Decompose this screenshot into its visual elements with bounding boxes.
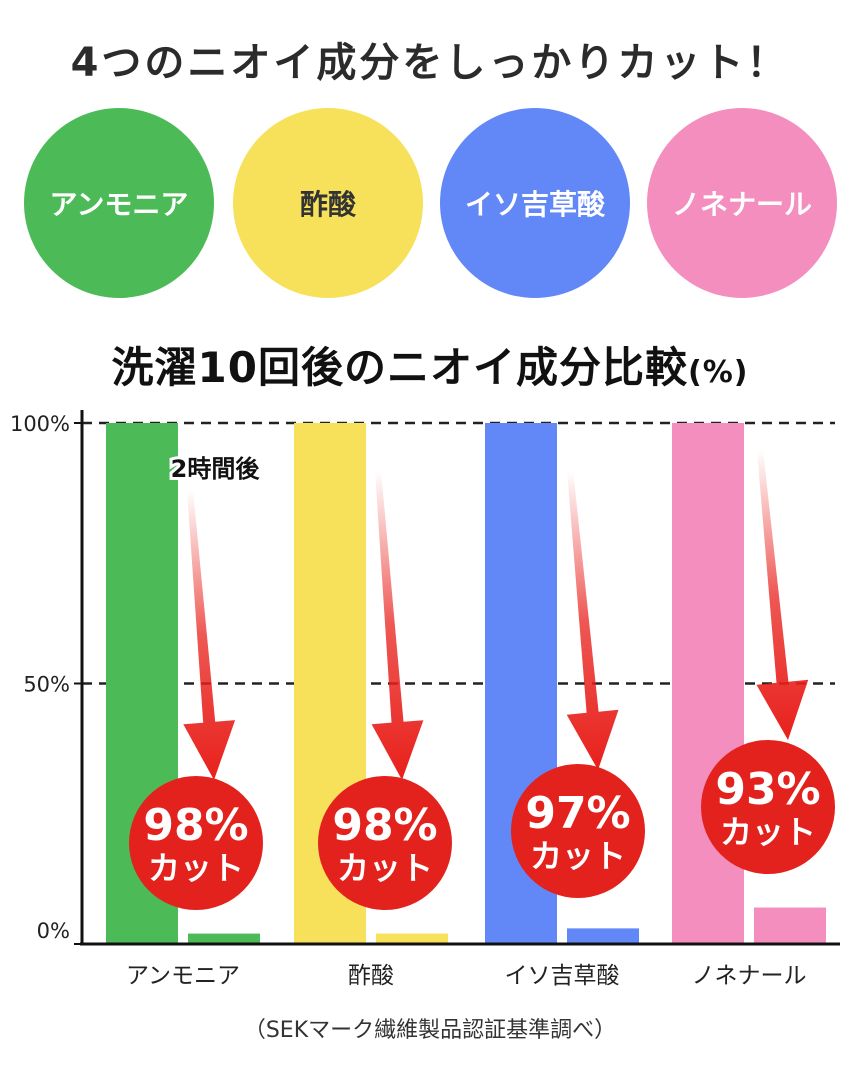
component-label: 酢酸 xyxy=(299,188,356,221)
reduction-arrow xyxy=(183,489,236,780)
reduction-arrow xyxy=(756,449,809,740)
bar-after xyxy=(376,933,448,944)
reduction-arrow xyxy=(371,469,424,780)
cut-text: カット xyxy=(720,813,816,851)
cut-percent: 93% xyxy=(715,764,820,815)
bar-before xyxy=(672,423,744,944)
cut-text: カット xyxy=(530,837,626,875)
cut-text: カット xyxy=(148,849,244,887)
component-circle-nonenal: ノネナール xyxy=(647,108,837,298)
component-circle-ammonia: アンモニア xyxy=(24,108,214,298)
cut-badge xyxy=(318,776,452,910)
bar-after xyxy=(567,928,639,944)
bar-after xyxy=(188,933,260,944)
chart-title-unit: (%) xyxy=(687,355,749,390)
x-category-label: アンモニア xyxy=(126,963,240,989)
cut-badge xyxy=(701,740,835,874)
reduction-arrow xyxy=(566,469,619,770)
cut-badge xyxy=(129,776,263,910)
footnote: （SEKマーク繊維製品認証基準調べ） xyxy=(243,1018,617,1043)
cut-percent: 97% xyxy=(525,788,630,839)
chart-title-text: 洗濯10回後のニオイ成分比較 xyxy=(111,343,688,392)
component-label: アンモニア xyxy=(49,188,189,221)
y-tick-label: 0% xyxy=(37,919,70,943)
chart-title: 洗濯10回後のニオイ成分比較(%) xyxy=(0,334,860,395)
annotation-2h: 2時間後 xyxy=(171,455,261,483)
cut-text: カット xyxy=(337,849,433,887)
y-tick-label: 100% xyxy=(10,412,70,436)
component-label: ノネナール xyxy=(671,188,812,221)
cut-badge xyxy=(511,764,645,898)
component-circle-acetic-acid: 酢酸 xyxy=(233,108,423,298)
component-label: イソ吉草酸 xyxy=(464,188,605,221)
x-category-label: 酢酸 xyxy=(348,963,394,989)
cut-percent: 98% xyxy=(332,800,437,851)
component-circle-isovaleric-acid: イソ吉草酸 xyxy=(440,108,630,298)
headline: 4つのニオイ成分をしっかりカット！ xyxy=(70,40,790,86)
y-tick-label: 50% xyxy=(23,673,70,697)
bar-after xyxy=(754,907,826,944)
x-category-label: イソ吉草酸 xyxy=(505,963,620,989)
x-category-label: ノネナール xyxy=(692,963,807,989)
cut-percent: 98% xyxy=(143,800,248,851)
